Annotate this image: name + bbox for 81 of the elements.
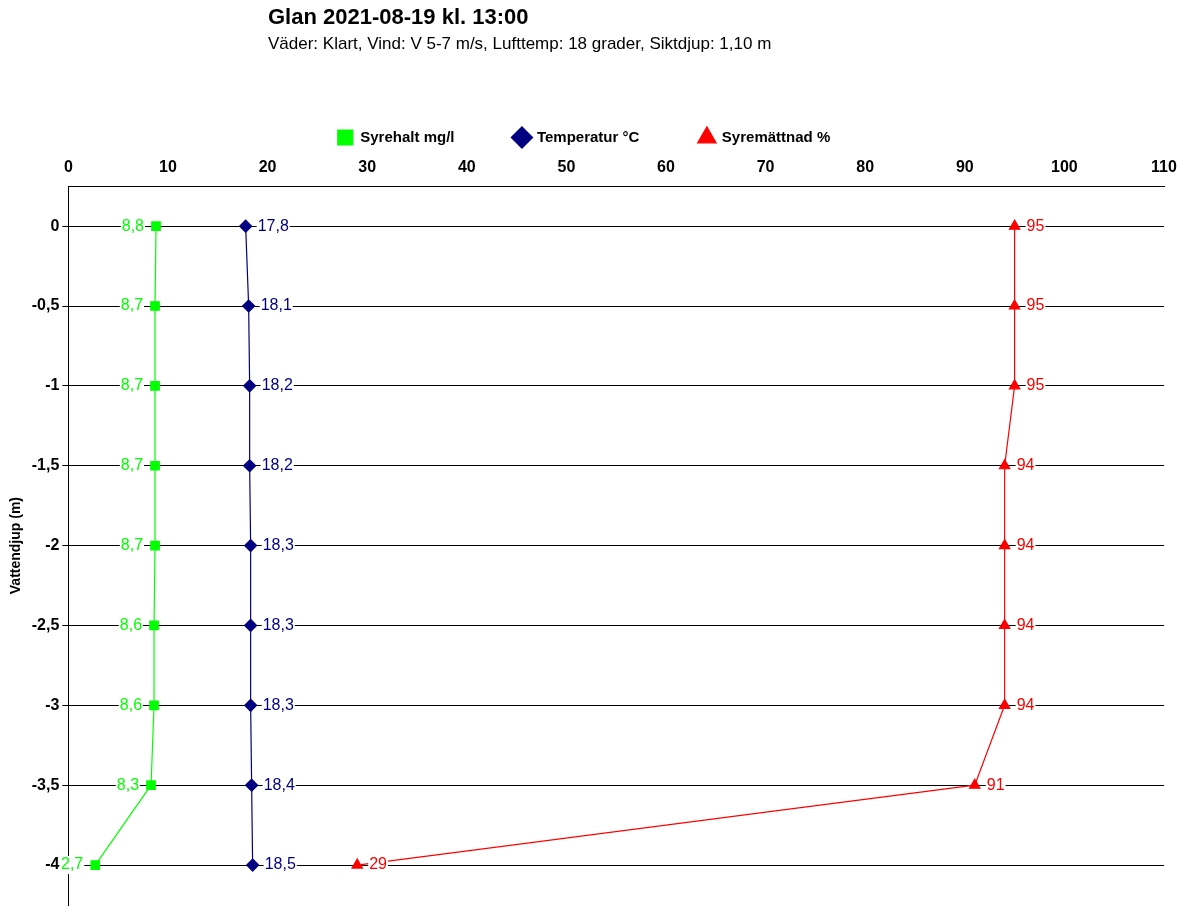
data-label: 8,6 — [119, 615, 143, 633]
point — [244, 698, 258, 712]
data-label: 94 — [1016, 695, 1035, 713]
data-label: 17,8 — [257, 216, 289, 234]
data-label: 8,8 — [121, 216, 145, 234]
x-tick-label: 0 — [63, 158, 73, 176]
point — [351, 858, 364, 869]
x-tick-label: 10 — [159, 158, 177, 176]
point — [1008, 379, 1021, 390]
x-tick-label: 80 — [856, 158, 875, 176]
x-tick-label: 20 — [258, 158, 277, 176]
chart-title: Glan 2021-08-19 kl. 13:00 — [268, 4, 529, 30]
x-tick-label: 30 — [358, 158, 377, 176]
y-tick-label: -0,5 — [31, 296, 60, 314]
point — [150, 540, 160, 551]
x-tick-label: 60 — [657, 158, 675, 176]
point — [244, 539, 258, 553]
data-label: 2,7 — [61, 855, 84, 873]
data-label: 8,7 — [120, 376, 144, 394]
x-tick-label: 110 — [1151, 158, 1178, 176]
data-label: 8,3 — [116, 775, 140, 793]
point — [146, 780, 156, 791]
data-label: 8,7 — [120, 296, 144, 314]
point — [998, 539, 1011, 550]
x-tick-label: 50 — [557, 158, 576, 176]
data-label: 18,1 — [260, 296, 292, 314]
data-label: 18,2 — [261, 376, 293, 394]
y-tick-label: -1,5 — [31, 456, 60, 474]
y-tick-label: -3,5 — [31, 775, 60, 793]
x-tick-label: 90 — [955, 158, 974, 176]
point — [998, 698, 1011, 709]
point — [998, 618, 1011, 630]
chart-subtitle: Väder: Klart, Vind: V 5-7 m/s, Lufttemp: 18 grader, Siktdjup: 1,10 m — [268, 34, 772, 54]
data-label: 8,7 — [120, 536, 144, 554]
data-label: 94 — [1016, 615, 1035, 633]
point — [150, 381, 160, 391]
legend-label: Syrehalt mg/l — [360, 127, 455, 145]
x-tick-label: 100 — [1051, 158, 1078, 176]
point — [150, 301, 160, 311]
data-label: 95 — [1026, 376, 1045, 394]
point — [246, 858, 260, 872]
point — [239, 219, 253, 233]
point — [150, 460, 160, 471]
y-tick-label: -1 — [45, 376, 60, 394]
point — [149, 620, 159, 631]
data-label: 8,7 — [120, 456, 144, 474]
x-tick-label: 70 — [756, 158, 775, 176]
point — [998, 459, 1011, 470]
point — [243, 459, 257, 473]
point — [151, 221, 161, 231]
data-label: 29 — [369, 855, 388, 873]
data-label: 18,5 — [264, 855, 296, 873]
legend-label: Temperatur °C — [536, 127, 640, 145]
y-axis-title: Vattendjup (m) — [7, 496, 24, 595]
data-label: 95 — [1026, 216, 1045, 234]
y-tick-label: -2 — [45, 536, 60, 554]
point — [243, 379, 257, 393]
point — [1008, 299, 1021, 310]
point — [90, 860, 101, 870]
point — [242, 299, 256, 313]
data-label: 18,3 — [262, 536, 294, 554]
data-label: 95 — [1026, 296, 1045, 314]
point — [968, 778, 981, 789]
legend-label: Syremättnad % — [721, 127, 831, 145]
data-label: 91 — [986, 775, 1005, 793]
point — [245, 778, 259, 792]
point — [149, 700, 159, 711]
data-label: 18,3 — [262, 615, 294, 633]
y-tick-label: -3 — [45, 695, 60, 713]
y-tick-label: -2,5 — [31, 615, 60, 633]
data-label: 18,2 — [261, 456, 293, 474]
data-label: 18,3 — [262, 695, 294, 713]
point — [1008, 219, 1021, 230]
data-label: 8,6 — [119, 695, 143, 713]
data-label: 18,4 — [263, 775, 295, 793]
y-tick-label: -4 — [45, 855, 60, 873]
point — [244, 618, 258, 633]
x-tick-label: 40 — [457, 158, 476, 176]
data-label: 94 — [1016, 536, 1035, 554]
data-label: 94 — [1016, 456, 1035, 474]
y-tick-label: 0 — [50, 216, 60, 234]
